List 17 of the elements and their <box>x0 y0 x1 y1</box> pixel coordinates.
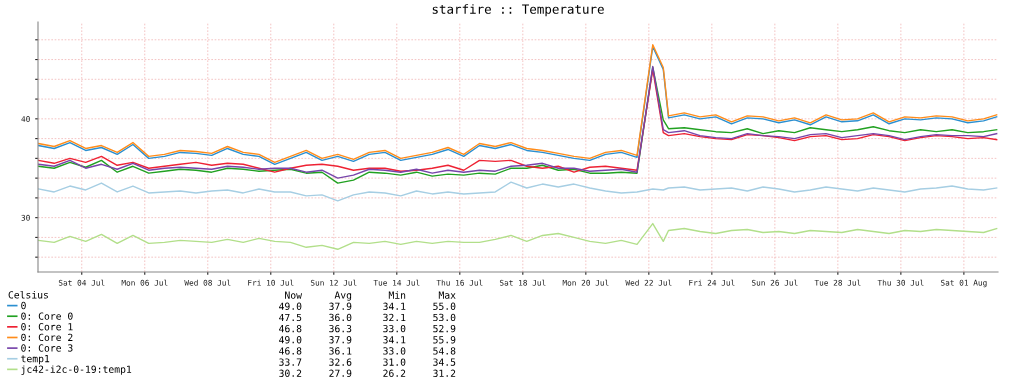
text: 30.2 27.9 26.2 31.2 <box>279 369 456 377</box>
legend-label: 0: Core 2 <box>21 333 73 342</box>
text: 49.0 37.9 34.1 55.0 <box>279 302 456 310</box>
legend-label: 0: Core 0 <box>21 312 73 320</box>
chart-title: starfire :: Temperature <box>432 4 604 17</box>
legend-label: 0: Core 3 <box>21 344 73 352</box>
legend-label: jc42-i2c-0-19:temp1 <box>21 365 132 375</box>
text: 33.7 32.6 31.0 34.5 <box>279 358 456 366</box>
text: 46.8 36.1 33.0 54.8 <box>279 347 456 355</box>
text: 46.8 36.3 33.0 52.9 <box>279 324 456 333</box>
legend-label: temp1 <box>21 355 50 365</box>
text: 49.0 37.9 34.1 55.9 <box>279 336 456 344</box>
text: 47.5 36.0 32.1 53.0 <box>279 313 456 322</box>
legend-label: 0 <box>21 301 26 310</box>
legend-title: Celsius <box>8 290 48 299</box>
text: Now Avg Min Max <box>285 291 456 301</box>
legend-label: 0: Core 1 <box>21 323 73 331</box>
